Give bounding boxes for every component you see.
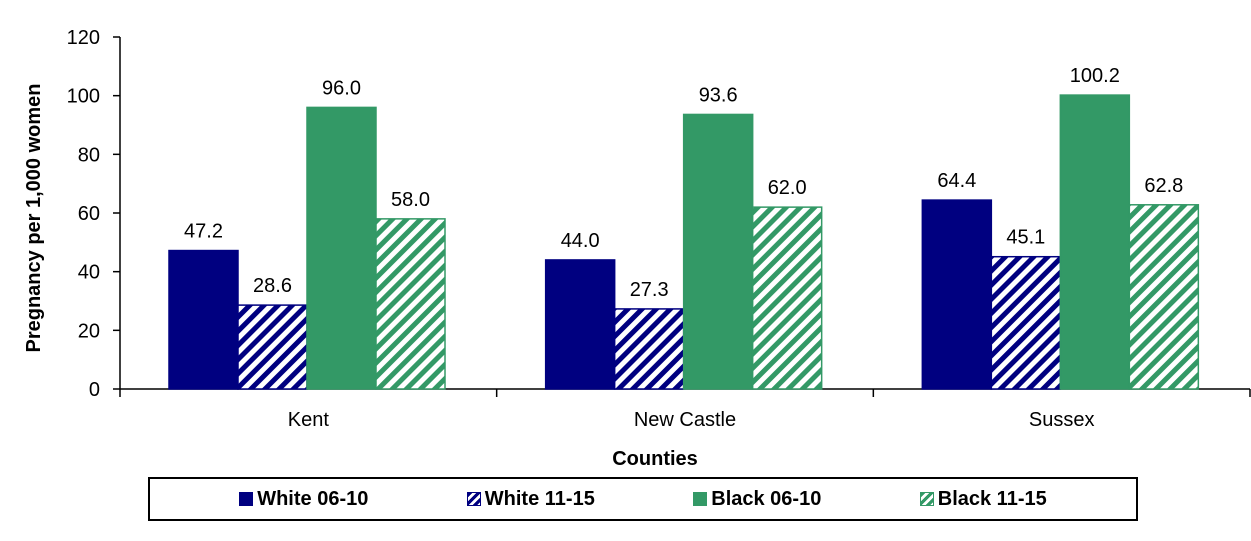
legend-swatch <box>466 492 481 506</box>
data-label: 47.2 <box>184 221 223 243</box>
data-label: 62.8 <box>1144 175 1183 197</box>
legend-item: White 06-10 <box>239 488 368 511</box>
legend-item: Black 11-15 <box>919 487 1047 511</box>
bar-white-11-15-kent <box>237 304 308 390</box>
y-tick-label: 0 <box>89 379 100 401</box>
x-category-label: Sussex <box>1029 409 1095 431</box>
y-tick-label: 40 <box>78 262 100 284</box>
bar-chart: 0 20 40 60 80 100 120 47.2 28.6 96.0 58.0 Kent 44.0 2… <box>23 27 1251 470</box>
data-label: 96.0 <box>322 77 361 99</box>
y-axis-title: Pregnancy per 1,000 women <box>23 83 45 352</box>
legend-label: White 11-15 <box>484 487 595 510</box>
data-label: 93.6 <box>699 84 738 106</box>
bar-black-11-15-kent <box>375 218 446 390</box>
bar-white-11-15-sussex <box>990 255 1062 390</box>
y-tick-label: 80 <box>78 144 100 166</box>
data-label: 44.0 <box>561 230 600 252</box>
legend-label: Black 06-10 <box>711 487 822 510</box>
legend-label: White 06-10 <box>257 487 369 510</box>
data-label: 64.4 <box>937 170 976 192</box>
legend-item: Black 06-10 <box>693 488 821 511</box>
x-category-label: Kent <box>288 409 330 431</box>
legend-item: White 11-15 <box>466 487 595 511</box>
data-label: 45.1 <box>1006 227 1045 249</box>
bar-white-06-10-kent <box>168 249 239 390</box>
plot-area: 0 20 40 60 80 100 120 47.2 28.6 96.0 58.0 Kent 44.0 2… <box>67 27 1251 431</box>
data-label: 58.0 <box>391 189 430 211</box>
y-tick-label: 20 <box>78 320 100 342</box>
bar-black-11-15-new-castle <box>751 206 823 390</box>
legend: White 06-10 White 11-15 Black 06-10 Black 1… <box>148 477 1138 521</box>
bar-white-06-10-sussex <box>921 199 993 390</box>
data-label: 27.3 <box>630 279 669 301</box>
bar-white-11-15-new-castle <box>613 308 685 390</box>
y-tick-label: 120 <box>67 27 100 49</box>
y-tick-label: 60 <box>78 203 100 225</box>
data-label: 28.6 <box>253 275 292 297</box>
bar-black-06-10-kent <box>306 106 377 390</box>
legend-label: Black 11-15 <box>937 487 1047 510</box>
x-category-label: New Castle <box>634 409 736 431</box>
legend-swatch <box>693 492 708 506</box>
bar-black-11-15-sussex <box>1128 204 1200 390</box>
bar-black-06-10-sussex <box>1059 94 1131 390</box>
x-axis-title: Counties <box>612 448 698 470</box>
y-tick-label: 100 <box>67 86 100 108</box>
legend-swatch <box>239 492 254 506</box>
bar-white-06-10-new-castle <box>544 259 616 390</box>
data-label: 62.0 <box>768 177 807 199</box>
legend-swatch <box>919 492 934 506</box>
bar-black-06-10-new-castle <box>682 113 754 390</box>
data-label: 100.2 <box>1070 65 1120 87</box>
